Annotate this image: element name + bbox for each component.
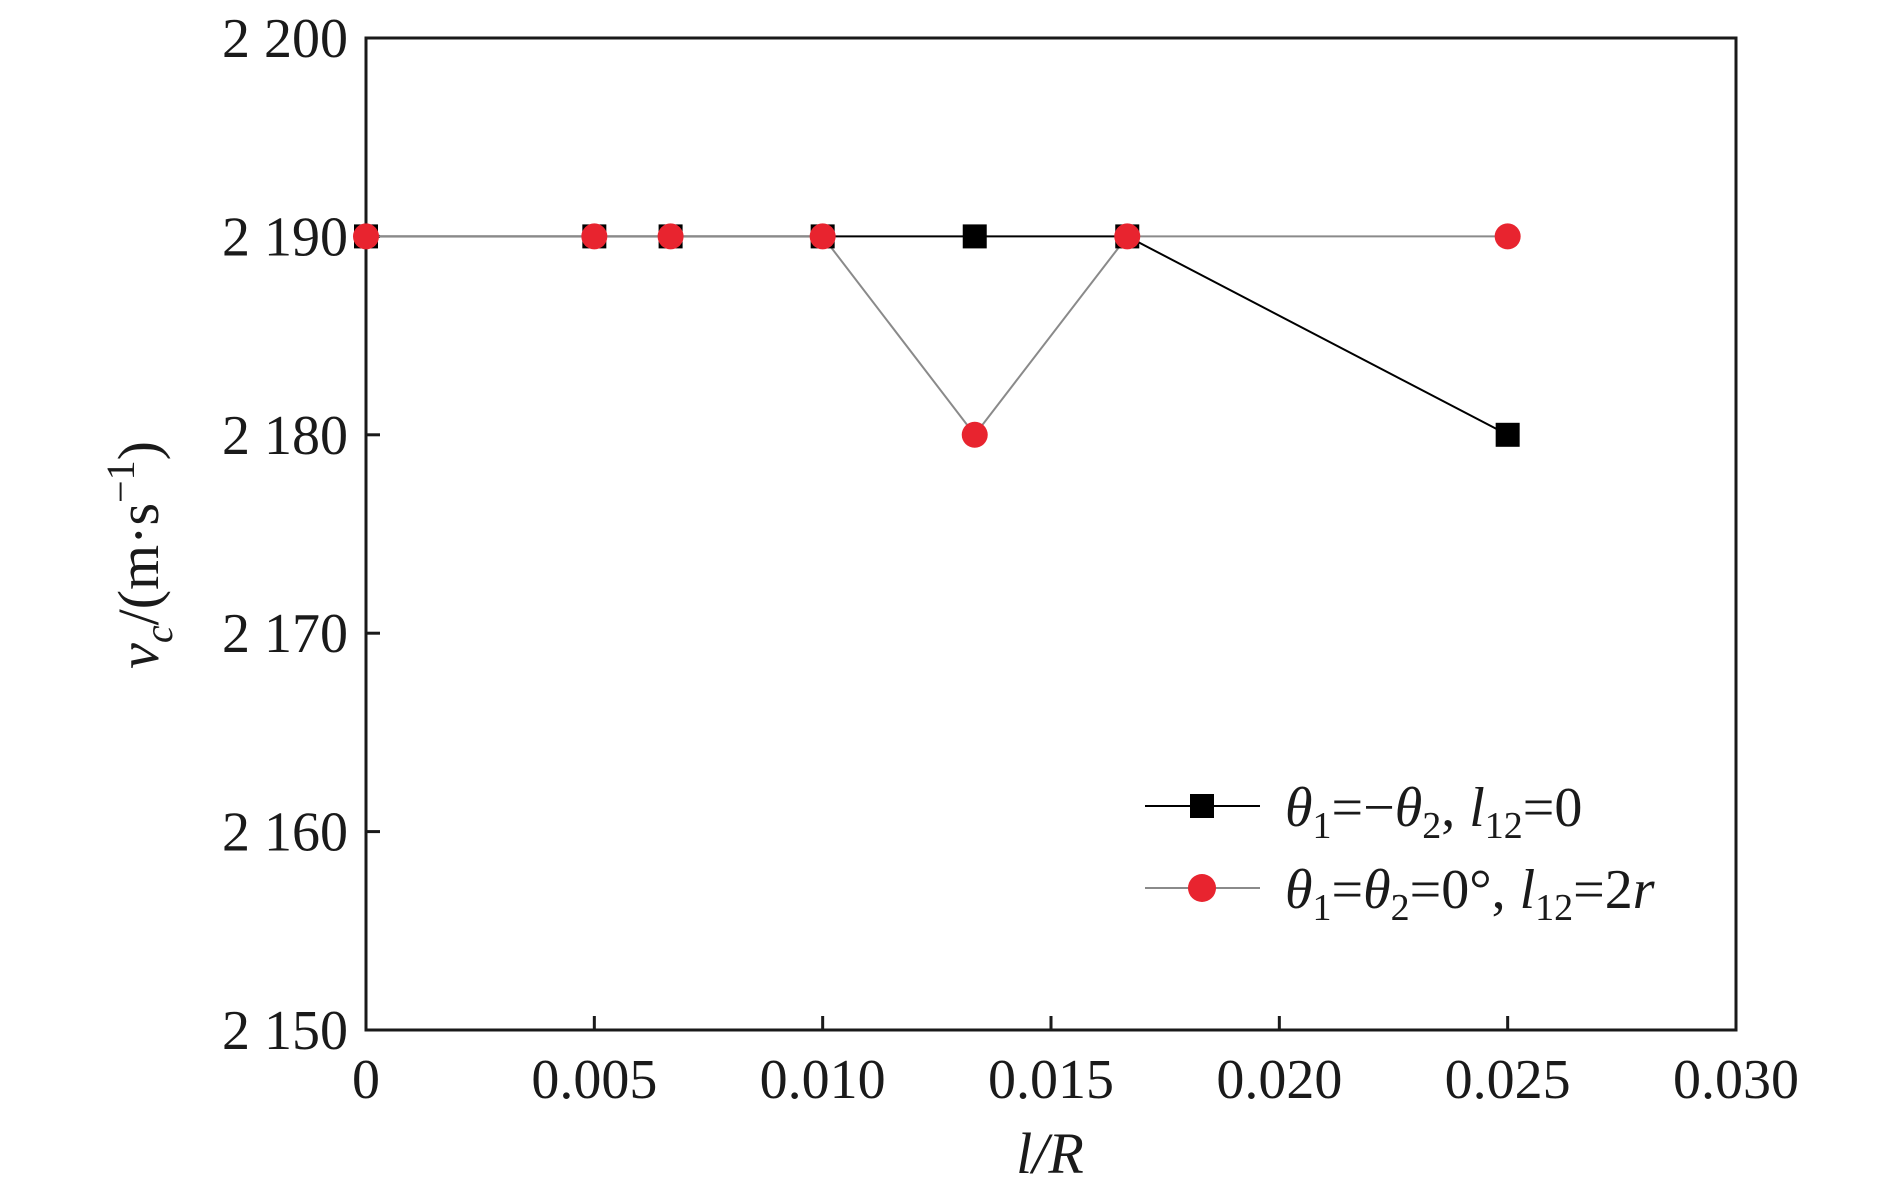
- y-axis-ticks: 2 150 2 160 2 170 2 180 2 190 2 200: [222, 8, 380, 1062]
- legend: θ1=−θ2, l12=0 θ1=θ2=0°, l12=2r: [1145, 777, 1655, 929]
- series-line-1: [366, 235, 1509, 436]
- data-point-circle: [353, 223, 379, 250]
- legend-entry-1: θ1=−θ2, l12=0: [1145, 777, 1582, 847]
- x-tick-label: 0.025: [1445, 1049, 1571, 1111]
- series-line-2: [366, 235, 1508, 437]
- y-axis-title-var: v: [106, 643, 171, 669]
- series-layer: [353, 223, 1521, 448]
- y-tick-label: 2 160: [222, 802, 348, 864]
- y-axis-title-unit: /(m·s: [106, 503, 171, 625]
- data-point-circle: [581, 223, 608, 250]
- legend-label-2: θ1=θ2=0°, l12=2r: [1285, 859, 1655, 929]
- y-tick-label: 2 180: [222, 405, 348, 467]
- x-tick-label: 0.020: [1216, 1049, 1342, 1111]
- x-tick-label: 0.005: [531, 1049, 657, 1111]
- legend-label-1: θ1=−θ2, l12=0: [1285, 777, 1582, 847]
- x-axis-title: l/R: [1016, 1121, 1084, 1186]
- y-tick-label: 2 170: [222, 603, 348, 665]
- y-axis-title: vc/(m·s−1): [98, 441, 181, 669]
- data-point-circle: [1494, 223, 1521, 250]
- x-axis-ticks: 0 0.005 0.010 0.015 0.020 0.025 0.030: [352, 1016, 1799, 1111]
- data-point-circle: [961, 421, 988, 448]
- legend-entry-2: θ1=θ2=0°, l12=2r: [1145, 859, 1655, 929]
- y-tick-label: 2 190: [222, 206, 348, 268]
- legend-marker-square: [1190, 794, 1214, 818]
- x-tick-label: 0.015: [988, 1049, 1114, 1111]
- data-point-square: [962, 224, 987, 249]
- x-tick-label: 0: [352, 1049, 380, 1111]
- y-axis-title-sup: −1: [98, 460, 143, 503]
- legend-marker-circle: [1188, 874, 1216, 902]
- data-point-circle: [657, 223, 684, 250]
- y-tick-label: 2 200: [222, 8, 348, 70]
- x-tick-label: 0.010: [760, 1049, 886, 1111]
- y-axis-title-sub: c: [136, 625, 181, 643]
- x-tick-label: 0.030: [1673, 1049, 1799, 1111]
- data-point-circle: [809, 223, 836, 250]
- y-axis-title-close: ): [106, 441, 171, 460]
- data-point-square: [1495, 422, 1520, 447]
- data-point-circle: [1114, 223, 1141, 250]
- y-tick-label: 2 150: [222, 1000, 348, 1062]
